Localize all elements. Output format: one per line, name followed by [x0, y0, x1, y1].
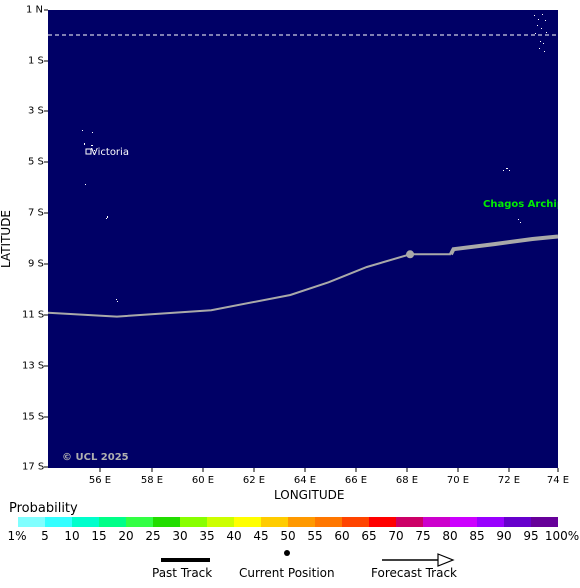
lat-tick-label: 1 N	[26, 4, 44, 16]
lat-tick-label: 17 S	[22, 461, 45, 473]
track-legend	[161, 550, 455, 567]
probability-label: 1%	[7, 529, 27, 543]
current-position-marker[interactable]	[406, 250, 415, 259]
probability-label: 70	[388, 529, 404, 543]
lat-axis-title: LATITUDE	[0, 209, 14, 269]
probability-label: 35	[199, 529, 215, 543]
probability-swatch	[234, 517, 261, 527]
probability-label: 65	[361, 529, 377, 543]
probability-swatch	[477, 517, 504, 527]
probability-label: 90	[496, 529, 512, 543]
forecast-arrow-icon	[437, 553, 455, 567]
probability-swatch	[342, 517, 369, 527]
probability-swatch	[261, 517, 288, 527]
probability-title: Probability	[9, 501, 78, 516]
lon-tick-label: 60 E	[191, 475, 215, 486]
place-label-chagos: Chagos Archip	[483, 199, 558, 210]
probability-swatch	[315, 517, 342, 527]
probability-swatch	[207, 517, 234, 527]
probability-swatch	[396, 517, 423, 527]
lon-tick-label: 66 E	[344, 475, 368, 486]
probability-label: 100%	[544, 529, 580, 543]
lon-tick-label: 70 E	[446, 475, 470, 486]
probability-label: 10	[64, 529, 80, 543]
axis-ticks	[44, 9, 559, 472]
victoria-marker: Victoria	[85, 147, 129, 158]
past-track-legend-label: Past Track	[152, 566, 213, 580]
probability-swatch	[99, 517, 126, 527]
probability-label: 20	[118, 529, 134, 543]
lat-tick-label: 9 S	[28, 258, 44, 270]
probability-label: 45	[253, 529, 269, 543]
probability-color-bar	[18, 517, 558, 527]
probability-label: 15	[91, 529, 107, 543]
probability-swatch	[288, 517, 315, 527]
probability-swatch	[126, 517, 153, 527]
probability-label: 55	[307, 529, 323, 543]
map-canvas[interactable]: Victoria Chagos Archip © UCL 2025	[48, 10, 558, 468]
lon-tick-label: 74 E	[546, 475, 570, 486]
copyright-label: © UCL 2025	[62, 452, 129, 463]
land-features	[82, 14, 547, 302]
probability-label: 40	[226, 529, 242, 543]
lat-tick-label: 11 S	[22, 309, 45, 321]
probability-label: 5	[41, 529, 49, 543]
lon-tick-label: 68 E	[395, 475, 419, 486]
lon-tick-label: 72 E	[497, 475, 521, 486]
probability-label: 25	[145, 529, 161, 543]
lon-axis-title: LONGITUDE	[274, 488, 345, 502]
past-track-line	[48, 253, 451, 318]
probability-swatch	[369, 517, 396, 527]
lat-tick-label: 7 S	[28, 207, 44, 219]
probability-swatch	[180, 517, 207, 527]
probability-swatch	[18, 517, 45, 527]
probability-swatch	[45, 517, 72, 527]
probability-label: 95	[523, 529, 539, 543]
probability-label: 30	[172, 529, 188, 543]
probability-label: 80	[442, 529, 458, 543]
probability-label: 85	[469, 529, 485, 543]
lat-tick-label: 3 S	[28, 105, 44, 117]
probability-swatch	[450, 517, 477, 527]
forecast-track-legend-label: Forecast Track	[371, 566, 457, 580]
current-position-legend-label: Current Position	[239, 566, 335, 580]
lon-tick-label: 62 E	[242, 475, 266, 486]
place-label-victoria: Victoria	[91, 147, 129, 158]
probability-swatch	[531, 517, 558, 527]
lat-tick-label: 5 S	[28, 156, 44, 168]
probability-swatch	[153, 517, 180, 527]
current-position-legend-dot	[284, 550, 290, 556]
forecast-track-line	[449, 234, 558, 256]
probability-swatch	[72, 517, 99, 527]
probability-label: 60	[334, 529, 350, 543]
probability-label: 75	[415, 529, 431, 543]
lat-tick-label: 15 S	[22, 411, 45, 423]
probability-label: 50	[280, 529, 296, 543]
lat-tick-label: 1 S	[28, 55, 44, 67]
probability-labels: 1% 5 10 15 20 25 30 35 40 45 50 55 60 65 70 75 80 85 90 95 1…	[0, 528, 580, 544]
probability-swatch	[504, 517, 531, 527]
ocean-background	[48, 10, 558, 468]
lon-tick-label: 58 E	[140, 475, 164, 486]
probability-swatch	[423, 517, 450, 527]
lat-tick-label: 13 S	[22, 360, 45, 372]
lon-tick-label: 56 E	[88, 475, 112, 486]
lon-tick-label: 64 E	[293, 475, 317, 486]
